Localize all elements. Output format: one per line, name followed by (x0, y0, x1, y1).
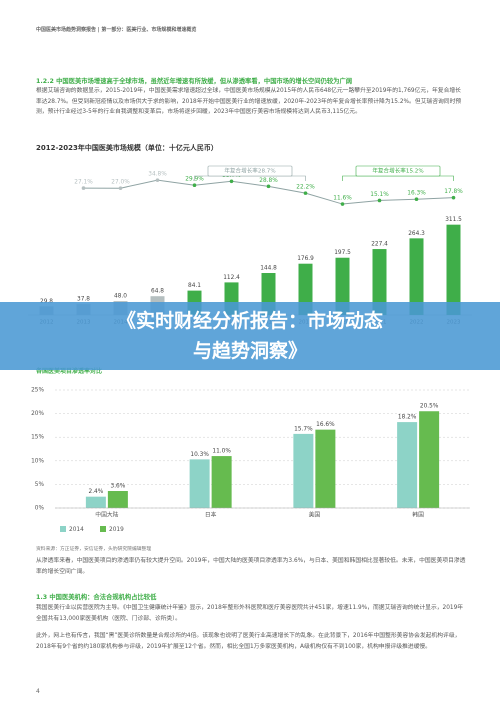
bar-label: 29.8 (40, 299, 53, 305)
bar (419, 411, 440, 508)
bar-label: 264.3 (408, 231, 425, 237)
section-heading: 1.2.2 中国医美市场增速高于全球市场，虽然近年增速有所放缓，但从渗透率看，中… (36, 78, 353, 85)
annotation: 年复合增长率15.2% (372, 167, 423, 175)
legend-swatch (100, 526, 106, 532)
section-heading: 1.3 中国医美机构：合法合规机构占比较低 (36, 594, 157, 601)
growth-point (155, 178, 160, 182)
source: 资料来源：方正证券，安信证券，头豹研究院编辑整理 (36, 547, 152, 552)
legend-label: 2019 (109, 527, 124, 533)
bar-label: 311.5 (445, 217, 462, 223)
bar-label: 144.8 (260, 266, 277, 272)
bar (211, 456, 232, 508)
banner-line: 《实时财经分析报告：市场动态 (116, 310, 383, 332)
legend-swatch (60, 526, 66, 532)
paragraph: 我国医美行业以民营医院为主导。《中国卫生健康统计年鉴》显示，2018年整形外科医… (36, 605, 464, 622)
growth-label: 11.6% (333, 196, 352, 202)
bar (189, 459, 210, 508)
bar-label: 3.6% (111, 484, 126, 490)
growth-point (451, 195, 456, 200)
bar-label: 10.3% (190, 452, 209, 458)
bar-label: 176.9 (297, 256, 314, 262)
bar-label: 227.4 (371, 242, 388, 248)
x-tick-label: 中国大陆 (95, 511, 118, 519)
paragraph: 根据艾瑞咨询的数据显示，2015-2019年，中国医美需求增速超过全球，中国医美… (36, 88, 462, 115)
bar (446, 224, 461, 315)
legend-label: 2014 (69, 527, 84, 533)
growth-point (303, 191, 308, 195)
growth-point (118, 186, 123, 190)
page-header: 中国医美市场趋势洞察报告 | 第一部分：医美行业、市场规模和增速概览 (36, 27, 197, 33)
page-number: 4 (36, 688, 40, 695)
bar (315, 429, 336, 508)
bar (335, 257, 350, 315)
growth-point (192, 183, 197, 188)
bar (409, 238, 424, 315)
bar (107, 491, 128, 508)
growth-point (81, 186, 86, 190)
growth-point (266, 184, 271, 189)
x-tick-label: 美国 (309, 511, 321, 519)
banner: 《实时财经分析报告：市场动态 与趋势洞察》 (0, 302, 500, 370)
bar-label: 18.2% (398, 415, 417, 421)
report-title: 中国医美市场趋势洞察报告 (36, 27, 97, 33)
bar (85, 496, 106, 508)
bar-label: 37.8 (77, 297, 90, 303)
paragraph: 从渗透率来看，中国医美项目的渗透率仍有较大提升空间。2019年，中国大陆的医美项… (36, 558, 466, 575)
bar-label: 48.0 (114, 294, 127, 300)
bar-label: 64.8 (151, 289, 164, 295)
chart-title: 2012-2023年中国医美市场规模（单位：十亿元人民币） (36, 144, 218, 152)
chart-title: 各国医美项目渗透率对比 (36, 368, 103, 375)
bar-label: 2.4% (89, 489, 104, 495)
growth-point (377, 198, 382, 203)
section-name: 第一部分：医美行业、市场规模和增速概览 (101, 27, 197, 33)
bar-label: 197.5 (334, 250, 351, 256)
growth-point (340, 202, 345, 206)
annotation-box (355, 165, 441, 177)
banner-line: 与趋势洞察》 (192, 340, 307, 362)
growth-point (414, 197, 419, 202)
growth-label: 34.8% (148, 172, 167, 178)
annotation-bracket (342, 175, 454, 181)
bar (293, 433, 314, 508)
y-tick-label: 15% (31, 435, 44, 441)
y-tick-label: 25% (31, 388, 44, 394)
bar-label: 15.7% (294, 426, 313, 432)
annotation-bracket (194, 175, 306, 181)
bar (397, 422, 418, 508)
y-tick-label: 10% (31, 458, 44, 464)
x-tick-label: 韩国 (412, 511, 424, 519)
y-tick-label: 20% (31, 411, 44, 417)
growth-label: 28.8% (259, 178, 278, 184)
y-tick-label: 5% (35, 482, 45, 488)
annotation-box (207, 165, 293, 177)
x-tick-label: 日本 (205, 511, 217, 519)
growth-point (229, 179, 234, 184)
bar-label: 112.4 (223, 275, 240, 281)
annotation: 年复合增长率28.7% (224, 167, 275, 175)
paragraph: 此外，网上也有传言，我国“黑”医美诊所数量是合规诊所的4倍。该现象也说明了医美行… (36, 633, 461, 650)
bar (372, 249, 387, 315)
bar-label: 20.5% (420, 404, 439, 410)
growth-label: 22.2% (296, 185, 315, 191)
bar-label: 11.0% (212, 449, 231, 455)
growth-label: 16.3% (407, 191, 426, 197)
growth-label: 15.1% (370, 192, 389, 198)
growth-label: 27.1% (74, 180, 93, 186)
growth-label: 17.8% (444, 189, 463, 195)
growth-label: 27.0% (111, 180, 130, 186)
y-tick-label: 0% (35, 506, 45, 512)
bar-label: 16.6% (316, 422, 335, 428)
bar-label: 84.1 (188, 283, 201, 289)
